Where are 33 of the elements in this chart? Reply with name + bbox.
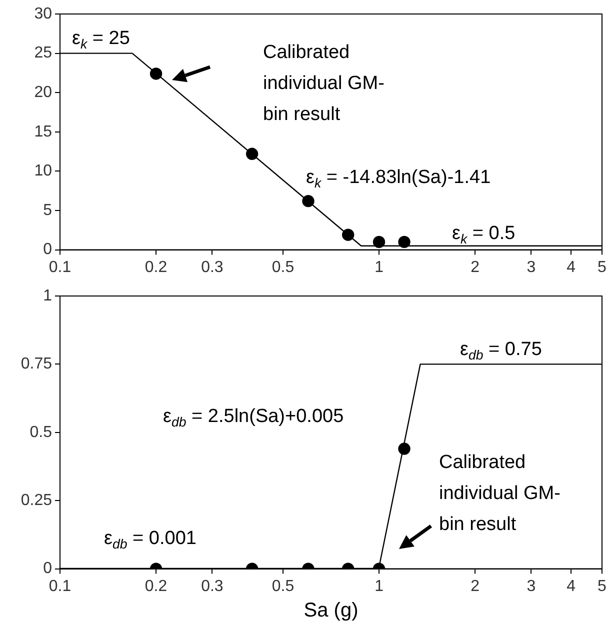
- x-tick-label: 0.2: [144, 258, 168, 276]
- x-tick-label: 0.3: [201, 578, 224, 595]
- y-tick-label: 0.75: [20, 356, 52, 373]
- y-tick-label: 0: [43, 560, 52, 578]
- y-tick-label: 5: [43, 202, 52, 219]
- y-tick-label: 15: [34, 123, 52, 140]
- y-tick-label: 0.25: [20, 492, 52, 510]
- x-tick-label: 2: [470, 578, 480, 595]
- y-tick-label: 25: [34, 44, 52, 62]
- y-tick-label: 0.5: [30, 424, 52, 441]
- x-tick-label: 1: [374, 578, 384, 595]
- x-tick-label: 2: [470, 258, 480, 276]
- x-tick-label: 0.3: [201, 258, 224, 276]
- x-tick-label: 5: [598, 578, 607, 595]
- y-tick-label: 1: [43, 287, 52, 304]
- y-tick-label: 20: [34, 84, 52, 102]
- annotation: Calibrated individual GM- bin result: [263, 42, 384, 126]
- x-tick-label: 4: [566, 578, 576, 595]
- y-tick-label: 30: [34, 5, 52, 22]
- y-tick-label: 0: [43, 241, 52, 258]
- x-tick-label: 0.5: [272, 258, 294, 276]
- x-tick-label: 5: [598, 258, 607, 276]
- x-axis-title: Sa (g): [304, 600, 358, 622]
- x-tick-label: 0.5: [272, 578, 294, 595]
- x-tick-label: 4: [566, 258, 576, 276]
- annotation: Calibrated individual GM- bin result: [439, 452, 560, 536]
- x-tick-label: 0.1: [48, 258, 72, 276]
- x-tick-label: 1: [374, 258, 384, 276]
- x-tick-label: 0.2: [144, 578, 168, 595]
- x-tick-label: 0.1: [48, 578, 72, 595]
- x-tick-label: 3: [526, 578, 536, 595]
- y-tick-label: 10: [34, 162, 52, 180]
- x-tick-label: 3: [526, 258, 536, 276]
